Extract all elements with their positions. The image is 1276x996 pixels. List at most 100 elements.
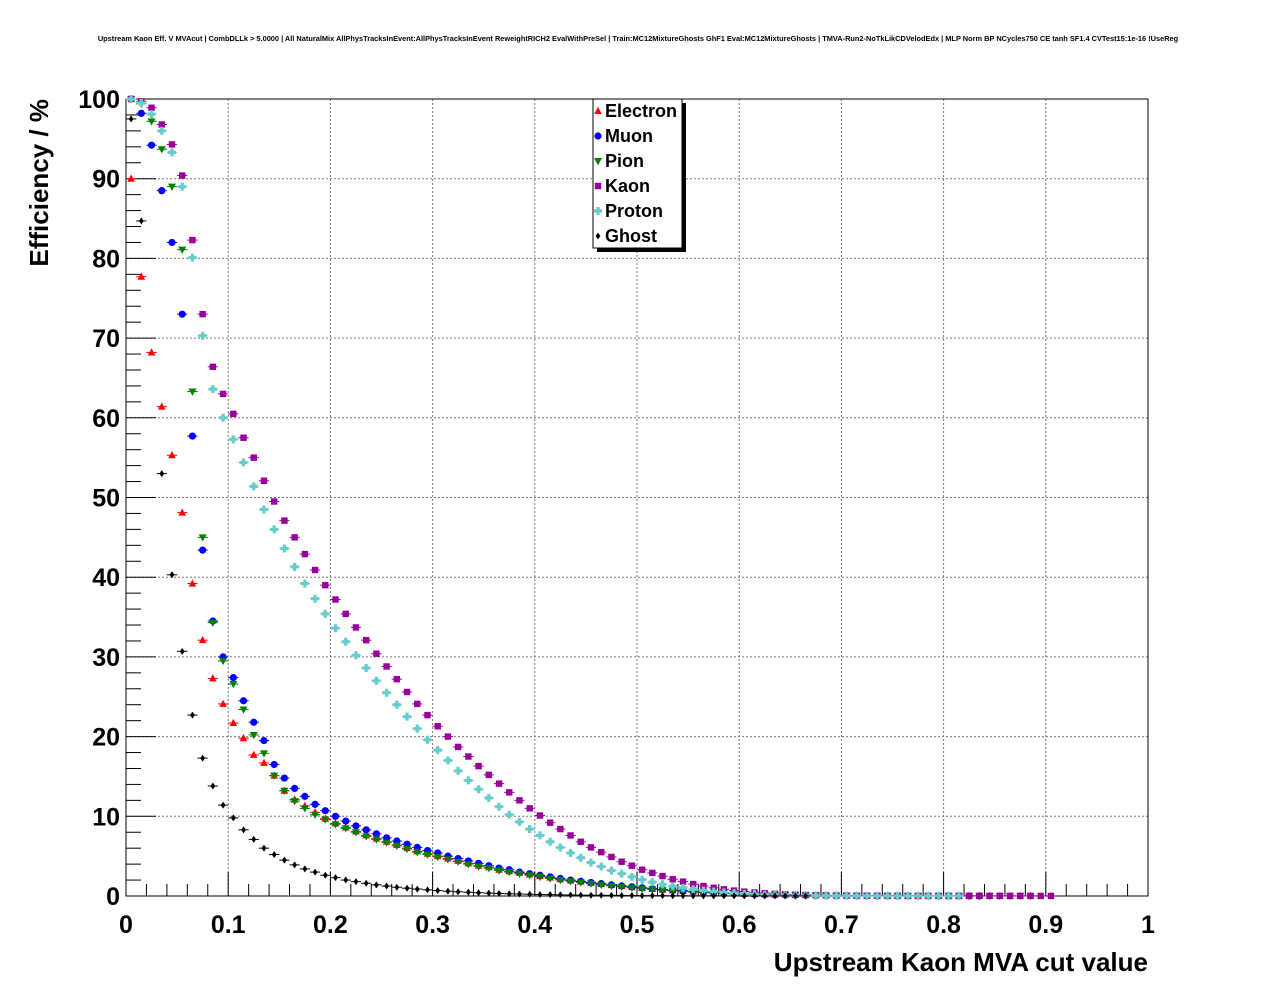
x-tick-label: 1 [1141, 911, 1155, 939]
muon-point [137, 109, 145, 117]
pion-point [433, 853, 442, 862]
kaon-point [434, 723, 441, 730]
ghost-point [486, 889, 492, 897]
pion-point [546, 875, 555, 883]
ghost-point [701, 892, 706, 900]
kaon-point [567, 832, 574, 839]
kaon-point [1037, 892, 1044, 900]
kaon-point [618, 858, 625, 865]
kaon-point [608, 853, 615, 861]
pion-point [403, 845, 412, 854]
muon-point [291, 784, 299, 793]
proton-point [321, 609, 330, 618]
y-tick-label: 10 [92, 803, 120, 831]
proton-point [454, 766, 463, 775]
pion-point [290, 798, 299, 806]
ghost-point [619, 891, 625, 899]
proton-point [954, 891, 963, 900]
proton-point [842, 891, 851, 900]
muon-point [168, 238, 176, 247]
proton-point [678, 883, 687, 892]
y-axis-title: Efficiency / % [24, 99, 54, 267]
proton-point [484, 793, 493, 802]
proton-point [474, 785, 483, 794]
ghost-point [159, 470, 165, 478]
ghost-point [660, 892, 665, 900]
proton-point [525, 825, 534, 834]
kaon-point [352, 624, 360, 631]
proton-point [556, 843, 565, 852]
pion-point [392, 842, 401, 850]
kaon-point [414, 700, 421, 708]
kaon-point [1006, 892, 1014, 900]
ghost-point [138, 217, 144, 225]
ghost-point [506, 890, 512, 898]
proton-point [914, 891, 923, 900]
muon-point [178, 310, 186, 318]
pion-point [362, 833, 371, 841]
muon-point [229, 674, 237, 682]
kaon-point [638, 866, 646, 873]
ghost-point [322, 871, 328, 879]
electron-point [249, 750, 258, 758]
x-tick-label: 0.6 [722, 911, 757, 939]
x-axis-title: Upstream Kaon MVA cut value [774, 947, 1148, 977]
kaon-point [679, 878, 687, 885]
ghost-point [435, 887, 441, 895]
kaon-point [322, 581, 329, 589]
kaon-point [281, 517, 288, 524]
pion-point [229, 680, 238, 689]
series-electron [126, 174, 1036, 899]
proton-point [362, 664, 371, 673]
proton-point [903, 891, 912, 900]
ghost-point [639, 892, 645, 900]
electron-point [209, 674, 217, 682]
pion-point [167, 183, 176, 191]
proton-point [259, 505, 268, 514]
kaon-point [260, 477, 268, 484]
x-tick-label: 0.1 [211, 911, 246, 939]
kaon-point [301, 550, 309, 558]
kaon-point [168, 141, 176, 148]
pion-point [535, 873, 544, 882]
electron-point [198, 635, 207, 644]
tick-labels: 0 0.1 0.2 0.3 0.4 0.5 0.6 0.7 0.8 0.9 101020304050… [78, 86, 1155, 939]
proton-point [617, 869, 626, 878]
electron-point [178, 508, 187, 516]
ghost-point [609, 891, 614, 899]
kaon-point [311, 566, 319, 574]
proton-point [495, 802, 504, 811]
ghost-point [762, 892, 768, 900]
pion-point [556, 877, 565, 885]
kaon-point [332, 596, 339, 603]
kaon-point [444, 733, 452, 740]
ghost-point [373, 881, 379, 889]
kaon-point [148, 104, 155, 111]
ghost-point [598, 891, 604, 899]
ghost-point [363, 879, 369, 887]
proton-point [331, 624, 340, 633]
muon-point [260, 736, 268, 745]
ghost-point [690, 892, 696, 900]
kaon-point [383, 663, 390, 670]
y-tick-label: 80 [92, 245, 120, 273]
kaon-point [700, 882, 707, 890]
pion-point [270, 772, 279, 780]
kaon-point [557, 825, 564, 833]
kaon-point [649, 869, 656, 877]
legend-marker-proton [594, 207, 602, 215]
ghost-point [680, 892, 686, 900]
proton-point [822, 891, 831, 900]
pion-point [505, 869, 514, 877]
muon-point [188, 432, 197, 440]
kaon-point [362, 636, 370, 644]
ghost-point [353, 878, 359, 886]
pion-point [678, 888, 687, 896]
kaon-point [986, 892, 993, 900]
kaon-point [690, 880, 697, 888]
ghost-point [517, 890, 522, 898]
kaon-point [659, 872, 666, 880]
ghost-point [128, 115, 134, 123]
proton-point [443, 756, 452, 765]
proton-point [587, 858, 596, 867]
